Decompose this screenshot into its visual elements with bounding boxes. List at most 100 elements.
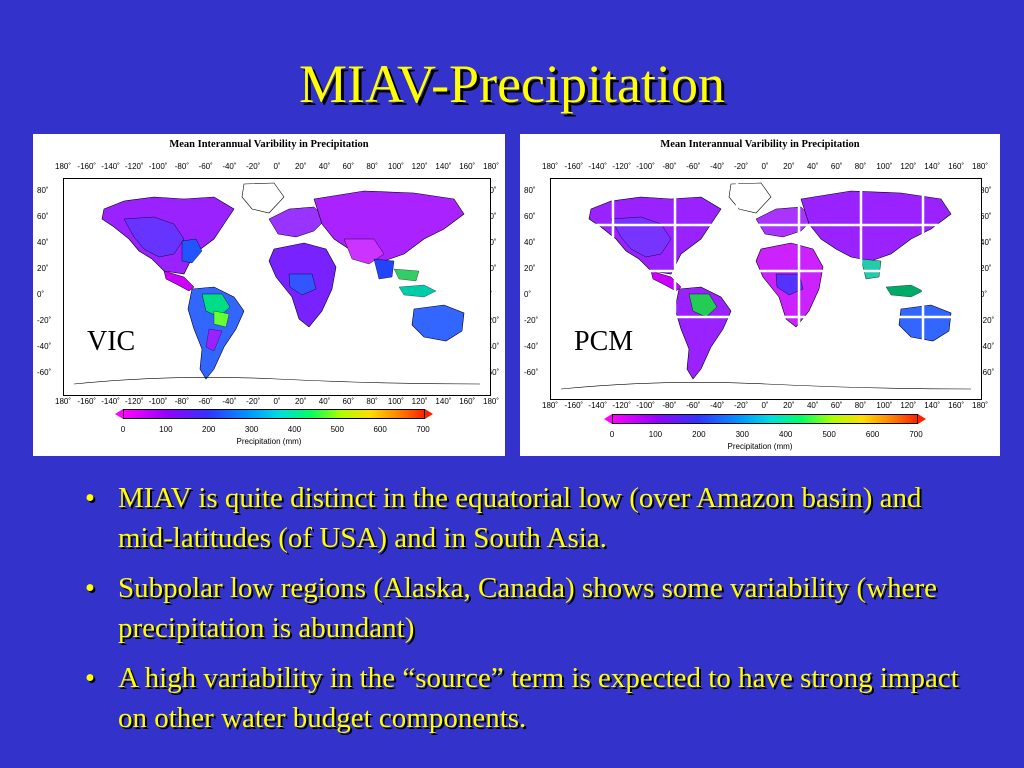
colorbar-tick-label: 100: [159, 425, 173, 434]
latitude-ticks-left: 80˚ 60˚ 40˚ 20˚ 0˚ -20˚ -40˚ -60˚: [524, 178, 546, 418]
bullet-list: • MIAV is quite distinct in the equatoria…: [80, 478, 960, 748]
longitude-tick-label: 0˚: [761, 162, 769, 171]
longitude-tick-label: -60˚: [686, 401, 701, 410]
colorbar-label: Precipitation (mm): [236, 437, 302, 446]
longitude-tick-label: -140˚: [101, 162, 120, 171]
longitude-ticks-top: 180˚ -160˚ -140˚ -120˚ -100˚ -80˚ -60˚ -40˚ -20˚…: [542, 162, 988, 172]
longitude-tick-label: -80˚: [662, 401, 677, 410]
colorbar-gradient: [123, 409, 425, 419]
colorbar-gradient: [612, 414, 918, 424]
latitude-tick-label: 60˚: [524, 212, 536, 221]
latitude-tick-label: 40˚: [37, 238, 49, 247]
longitude-tick-label: 80˚: [854, 401, 867, 410]
longitude-tick-label: 120˚: [900, 401, 917, 410]
latitude-tick-label: -60˚: [980, 368, 995, 377]
latitude-tick-label: 20˚: [37, 264, 49, 273]
colorbar-tick-label: 500: [822, 430, 836, 439]
world-map-vic: [63, 178, 491, 396]
longitude-tick-label: -100˚: [636, 162, 655, 171]
longitude-tick-label: 40˚: [318, 162, 331, 171]
latitude-tick-label: -60˚: [37, 368, 52, 377]
longitude-tick-label: -100˚: [148, 397, 168, 406]
latitude-tick-label: -20˚: [37, 316, 52, 325]
pcm-map-panel: Mean Interannual Varibility in Precipita…: [520, 134, 1000, 456]
longitude-tick-label: -20˚: [733, 162, 749, 171]
longitude-tick-label: -20˚: [246, 162, 261, 171]
longitude-ticks-bottom: 180˚ -160˚ -140˚ -120˚ -100˚ -80˚ -60˚ -40˚ -20˚…: [542, 401, 988, 411]
longitude-tick-label: 20˚: [294, 162, 307, 171]
longitude-tick-label: 120˚: [411, 397, 428, 406]
longitude-tick-label: 140˚: [924, 401, 941, 410]
longitude-tick-label: -40˚: [710, 401, 725, 410]
map-title: Mean Interannual Varibility in Precipita…: [169, 139, 369, 150]
longitude-tick-label: 80˚: [854, 162, 867, 171]
longitude-tick-label: -120˚: [612, 401, 631, 410]
longitude-tick-label: 60˚: [830, 162, 843, 171]
longitude-tick-label: 100˚: [876, 162, 893, 171]
longitude-tick-label: 160˚: [459, 397, 476, 406]
latitude-tick-label: 0˚: [524, 290, 532, 299]
longitude-tick-label: -60˚: [198, 397, 213, 406]
latitude-tick-label: -60˚: [485, 368, 500, 377]
colorbar-tick-label: 200: [202, 425, 216, 434]
colorbar-max-arrow: [425, 409, 433, 419]
longitude-tick-label: 40˚: [806, 401, 819, 410]
colorbar-tick-label: 400: [287, 425, 302, 434]
longitude-tick-label: 0˚: [761, 401, 769, 410]
longitude-tick-label: -20˚: [733, 401, 749, 410]
colorbar: [604, 414, 926, 424]
map-title: Mean Interannual Varibility in Precipita…: [660, 139, 860, 150]
colorbar-tick-label: 200: [692, 430, 706, 439]
colorbar-tick-label: 500: [330, 425, 344, 434]
longitude-tick-label: 40˚: [318, 397, 331, 406]
longitude-tick-label: -120˚: [612, 162, 631, 171]
longitude-tick-label: 0˚: [273, 397, 281, 406]
colorbar-tick-label: 0: [120, 425, 126, 434]
colorbar-tick-label: 300: [735, 430, 749, 439]
longitude-tick-label: 60˚: [342, 162, 355, 171]
world-map-graphic: [73, 182, 481, 385]
longitude-tick-label: 120˚: [900, 162, 917, 171]
colorbar-tick-label: 700: [416, 425, 430, 434]
colorbar-tick-label: 400: [779, 430, 793, 439]
colorbar-tick-label: 0: [609, 430, 615, 439]
colorbar-tick-label: 600: [865, 430, 880, 439]
colorbar-min-arrow: [115, 409, 123, 419]
bullet-symbol: •: [84, 572, 96, 604]
longitude-tick-label: 180˚: [482, 162, 500, 171]
bullet-text: MIAV is quite distinct in the equatorial…: [118, 482, 922, 554]
longitude-tick-label: -120˚: [124, 162, 144, 171]
longitude-tick-label: 140˚: [924, 162, 941, 171]
longitude-tick-label: 0˚: [273, 162, 281, 171]
colorbar-tick-label: 100: [648, 430, 663, 439]
latitude-tick-label: -40˚: [524, 342, 539, 351]
latitude-tick-label: -40˚: [485, 342, 500, 351]
bullet-item: • MIAV is quite distinct in the equatoria…: [80, 478, 960, 558]
longitude-tick-label: 80˚: [366, 397, 378, 406]
longitude-tick-label: 80˚: [366, 162, 378, 171]
longitude-tick-label: -160˚: [564, 162, 584, 171]
longitude-tick-label: -40˚: [710, 162, 725, 171]
latitude-tick-label: 80˚: [37, 186, 49, 195]
colorbar-tick-label: 700: [909, 430, 923, 439]
bullet-text: Subpolar low regions (Alaska, Canada) sh…: [118, 572, 938, 644]
bullet-item: • Subpolar low regions (Alaska, Canada) s…: [80, 568, 960, 648]
colorbar-label: Precipitation (mm): [727, 442, 793, 451]
longitude-tick-label: 140˚: [435, 397, 452, 406]
longitude-tick-label: 20˚: [783, 162, 795, 171]
longitude-tick-label: -40˚: [222, 162, 237, 171]
bullet-text: A high variability in the “source” term …: [118, 662, 959, 734]
longitude-tick-label: 60˚: [342, 397, 355, 406]
longitude-tick-label: 100˚: [876, 401, 893, 410]
latitude-tick-label: 40˚: [524, 238, 536, 247]
latitude-tick-label: -40˚: [980, 342, 995, 351]
world-map-graphic: [551, 179, 981, 399]
colorbar-ticks: 0 100 200 300 400 500 600 700: [609, 430, 923, 440]
colorbar-tick-label: 300: [244, 425, 259, 434]
longitude-tick-label: 40˚: [806, 162, 819, 171]
colorbar-tick-label: 600: [373, 425, 387, 434]
model-label-vic: VIC: [87, 326, 136, 357]
longitude-tick-label: 180˚: [541, 162, 559, 171]
longitude-tick-label: -60˚: [686, 162, 701, 171]
latitude-tick-label: -40˚: [37, 342, 52, 351]
